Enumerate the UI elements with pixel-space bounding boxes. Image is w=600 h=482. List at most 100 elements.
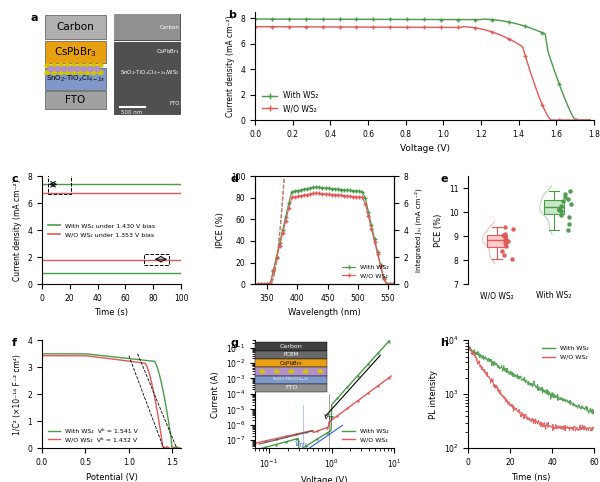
Circle shape (45, 64, 50, 67)
Text: b: b (228, 10, 236, 20)
Point (565, 220, 574, 228)
Point (563, 227, 572, 234)
Circle shape (98, 70, 103, 74)
Y-axis label: Integrated Jₓⱼ (mA cm⁻²): Integrated Jₓⱼ (mA cm⁻²) (414, 188, 422, 272)
Text: h: h (440, 338, 448, 348)
Legend: With WS₂ under 1.430 V bias, W/O WS₂ under 1.353 V bias: With WS₂ under 1.430 V bias, W/O WS₂ und… (45, 221, 158, 240)
Point (554, 205, 564, 213)
Point (508, 225, 518, 233)
Point (498, 231, 508, 239)
Circle shape (58, 64, 63, 67)
X-axis label: Voltage (V): Voltage (V) (301, 476, 348, 482)
Legend: With WS₂, W/O WS₂: With WS₂, W/O WS₂ (539, 343, 591, 362)
Circle shape (88, 67, 94, 71)
Circle shape (52, 64, 56, 67)
Y-axis label: Current density (mA cm⁻²): Current density (mA cm⁻²) (13, 179, 22, 281)
Point (559, 198, 568, 205)
Point (500, 240, 509, 247)
Legend: With WS₂  Vᵇ = 1.541 V, W/O WS₂  Vᵇ = 1.432 V: With WS₂ Vᵇ = 1.541 V, W/O WS₂ Vᵇ = 1.43… (45, 426, 140, 445)
Circle shape (71, 64, 76, 67)
Circle shape (74, 67, 80, 71)
Point (499, 252, 508, 259)
Circle shape (55, 67, 61, 71)
Text: Carbon: Carbon (56, 22, 94, 32)
Point (556, 207, 565, 215)
Point (497, 247, 507, 254)
Text: SnO$_2$-TiO$_x$Cl$_{4-2x}$/WS$_2$: SnO$_2$-TiO$_x$Cl$_{4-2x}$/WS$_2$ (119, 68, 179, 77)
Circle shape (91, 70, 96, 74)
Y-axis label: Current density (mA cm⁻²): Current density (mA cm⁻²) (226, 15, 235, 117)
Point (560, 193, 569, 201)
PathPatch shape (544, 200, 564, 214)
PathPatch shape (487, 235, 507, 247)
Point (566, 187, 575, 194)
Bar (143, 254, 169, 265)
Point (503, 237, 513, 245)
Circle shape (78, 70, 83, 74)
Text: 500 nm: 500 nm (121, 110, 143, 115)
Point (556, 202, 566, 210)
Text: g: g (230, 338, 238, 348)
Y-axis label: 1/C² (×10⁻¹⁴ F⁻² cm⁴): 1/C² (×10⁻¹⁴ F⁻² cm⁴) (13, 354, 22, 435)
Text: CsPbBr$_3$: CsPbBr$_3$ (54, 45, 97, 59)
Circle shape (68, 67, 74, 71)
Text: a: a (31, 13, 38, 23)
Text: FTO: FTO (65, 95, 85, 105)
Circle shape (48, 67, 54, 71)
Y-axis label: IPCE (%): IPCE (%) (217, 212, 226, 248)
Point (564, 213, 574, 221)
Point (501, 242, 511, 250)
Circle shape (65, 64, 70, 67)
Bar (47, 173, 71, 194)
Point (556, 211, 566, 218)
Text: f: f (11, 338, 16, 348)
Bar (45, 91, 106, 109)
Text: $V_{TFL}$: $V_{TFL}$ (294, 440, 309, 450)
Text: With WS₂: With WS₂ (536, 291, 572, 300)
Circle shape (65, 70, 70, 74)
Bar (45, 15, 106, 39)
Text: d: d (230, 174, 238, 184)
Y-axis label: Current (A): Current (A) (211, 371, 220, 417)
Point (500, 233, 510, 241)
Circle shape (81, 67, 87, 71)
Point (563, 195, 573, 203)
Point (500, 236, 510, 243)
Point (507, 255, 517, 263)
Circle shape (52, 70, 56, 74)
Point (500, 223, 509, 230)
Circle shape (91, 64, 96, 67)
Bar (45, 68, 106, 90)
Circle shape (45, 70, 50, 74)
Y-axis label: PCE (%): PCE (%) (434, 214, 443, 247)
Point (566, 200, 576, 208)
Point (500, 230, 509, 238)
X-axis label: Voltage (V): Voltage (V) (400, 144, 449, 153)
Legend: With WS₂, W/O WS₂: With WS₂, W/O WS₂ (340, 426, 391, 445)
Circle shape (71, 70, 76, 74)
Circle shape (58, 70, 63, 74)
Point (554, 206, 564, 214)
Circle shape (94, 67, 100, 71)
Bar (115, 14, 179, 40)
Bar (115, 14, 179, 114)
X-axis label: Time (s): Time (s) (95, 308, 128, 318)
Legend: With WS₂, W/O WS₂: With WS₂, W/O WS₂ (340, 262, 391, 281)
Circle shape (61, 67, 67, 71)
Circle shape (98, 64, 103, 67)
Bar (45, 41, 106, 63)
Legend: With WS₂, W/O WS₂: With WS₂, W/O WS₂ (259, 88, 322, 116)
X-axis label: Wavelength (nm): Wavelength (nm) (288, 308, 361, 318)
Circle shape (78, 64, 83, 67)
Text: FTO: FTO (169, 101, 179, 107)
Text: CsPbBr$_3$: CsPbBr$_3$ (156, 48, 179, 56)
Text: SnO$_2$-TiO$_x$Cl$_{4-2x}$: SnO$_2$-TiO$_x$Cl$_{4-2x}$ (46, 74, 105, 84)
Point (560, 190, 570, 198)
Text: Carbon: Carbon (160, 25, 179, 30)
Circle shape (85, 70, 89, 74)
Text: $V_{TF}$: $V_{TF}$ (323, 413, 335, 423)
Y-axis label: PL intensity: PL intensity (429, 370, 438, 419)
X-axis label: Potential (V): Potential (V) (86, 472, 137, 482)
Circle shape (85, 64, 89, 67)
Text: c: c (11, 174, 18, 184)
